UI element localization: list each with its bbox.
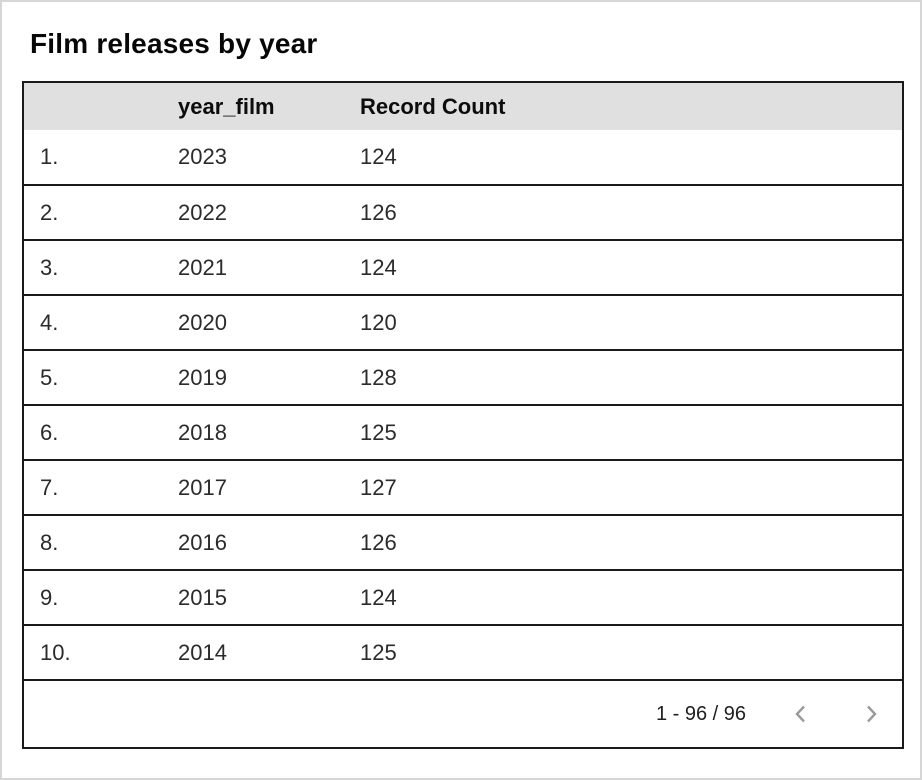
cell-row-number: 10. (23, 625, 178, 680)
cell-row-number: 8. (23, 515, 178, 570)
cell-year-film: 2016 (178, 515, 360, 570)
cell-row-number: 3. (23, 240, 178, 295)
cell-year-film: 2022 (178, 185, 360, 240)
pagination-prev-button[interactable] (788, 701, 814, 727)
pagination-next-button[interactable] (858, 701, 884, 727)
cell-year-film: 2018 (178, 405, 360, 460)
table-row: 8. 2016 126 (23, 515, 903, 570)
header-row-number (23, 82, 178, 130)
cell-record-count: 124 (360, 130, 903, 185)
cell-row-number: 6. (23, 405, 178, 460)
chevron-left-icon (790, 703, 812, 725)
table-row: 4. 2020 120 (23, 295, 903, 350)
header-year-film[interactable]: year_film (178, 82, 360, 130)
cell-row-number: 2. (23, 185, 178, 240)
cell-row-number: 7. (23, 460, 178, 515)
cell-year-film: 2014 (178, 625, 360, 680)
cell-record-count: 125 (360, 405, 903, 460)
table-row: 1. 2023 124 (23, 130, 903, 185)
cell-year-film: 2020 (178, 295, 360, 350)
table-row: 5. 2019 128 (23, 350, 903, 405)
table-footer: 1 - 96 / 96 (23, 680, 903, 748)
cell-row-number: 1. (23, 130, 178, 185)
cell-year-film: 2023 (178, 130, 360, 185)
table-row: 9. 2015 124 (23, 570, 903, 625)
data-table: year_film Record Count 1. 2023 124 2. 20… (22, 81, 904, 749)
cell-year-film: 2017 (178, 460, 360, 515)
cell-record-count: 128 (360, 350, 903, 405)
cell-row-number: 4. (23, 295, 178, 350)
table-row: 7. 2017 127 (23, 460, 903, 515)
cell-row-number: 9. (23, 570, 178, 625)
footer-row: 1 - 96 / 96 (23, 680, 903, 748)
cell-row-number: 5. (23, 350, 178, 405)
cell-year-film: 2015 (178, 570, 360, 625)
table-body: 1. 2023 124 2. 2022 126 3. 2021 124 4. 2… (23, 130, 903, 680)
header-row: year_film Record Count (23, 82, 903, 130)
table-row: 6. 2018 125 (23, 405, 903, 460)
cell-record-count: 124 (360, 570, 903, 625)
chart-title: Film releases by year (30, 28, 318, 59)
cell-record-count: 125 (360, 625, 903, 680)
cell-record-count: 120 (360, 295, 903, 350)
cell-record-count: 124 (360, 240, 903, 295)
cell-record-count: 127 (360, 460, 903, 515)
cell-year-film: 2021 (178, 240, 360, 295)
table-header: year_film Record Count (23, 82, 903, 130)
pagination: 1 - 96 / 96 (24, 701, 884, 727)
cell-record-count: 126 (360, 515, 903, 570)
table-row: 2. 2022 126 (23, 185, 903, 240)
cell-year-film: 2019 (178, 350, 360, 405)
table-row: 3. 2021 124 (23, 240, 903, 295)
pagination-range-label: 1 - 96 / 96 (655, 702, 746, 725)
header-record-count[interactable]: Record Count (360, 82, 903, 130)
cell-record-count: 126 (360, 185, 903, 240)
table-row: 10. 2014 125 (23, 625, 903, 680)
chevron-right-icon (860, 703, 882, 725)
